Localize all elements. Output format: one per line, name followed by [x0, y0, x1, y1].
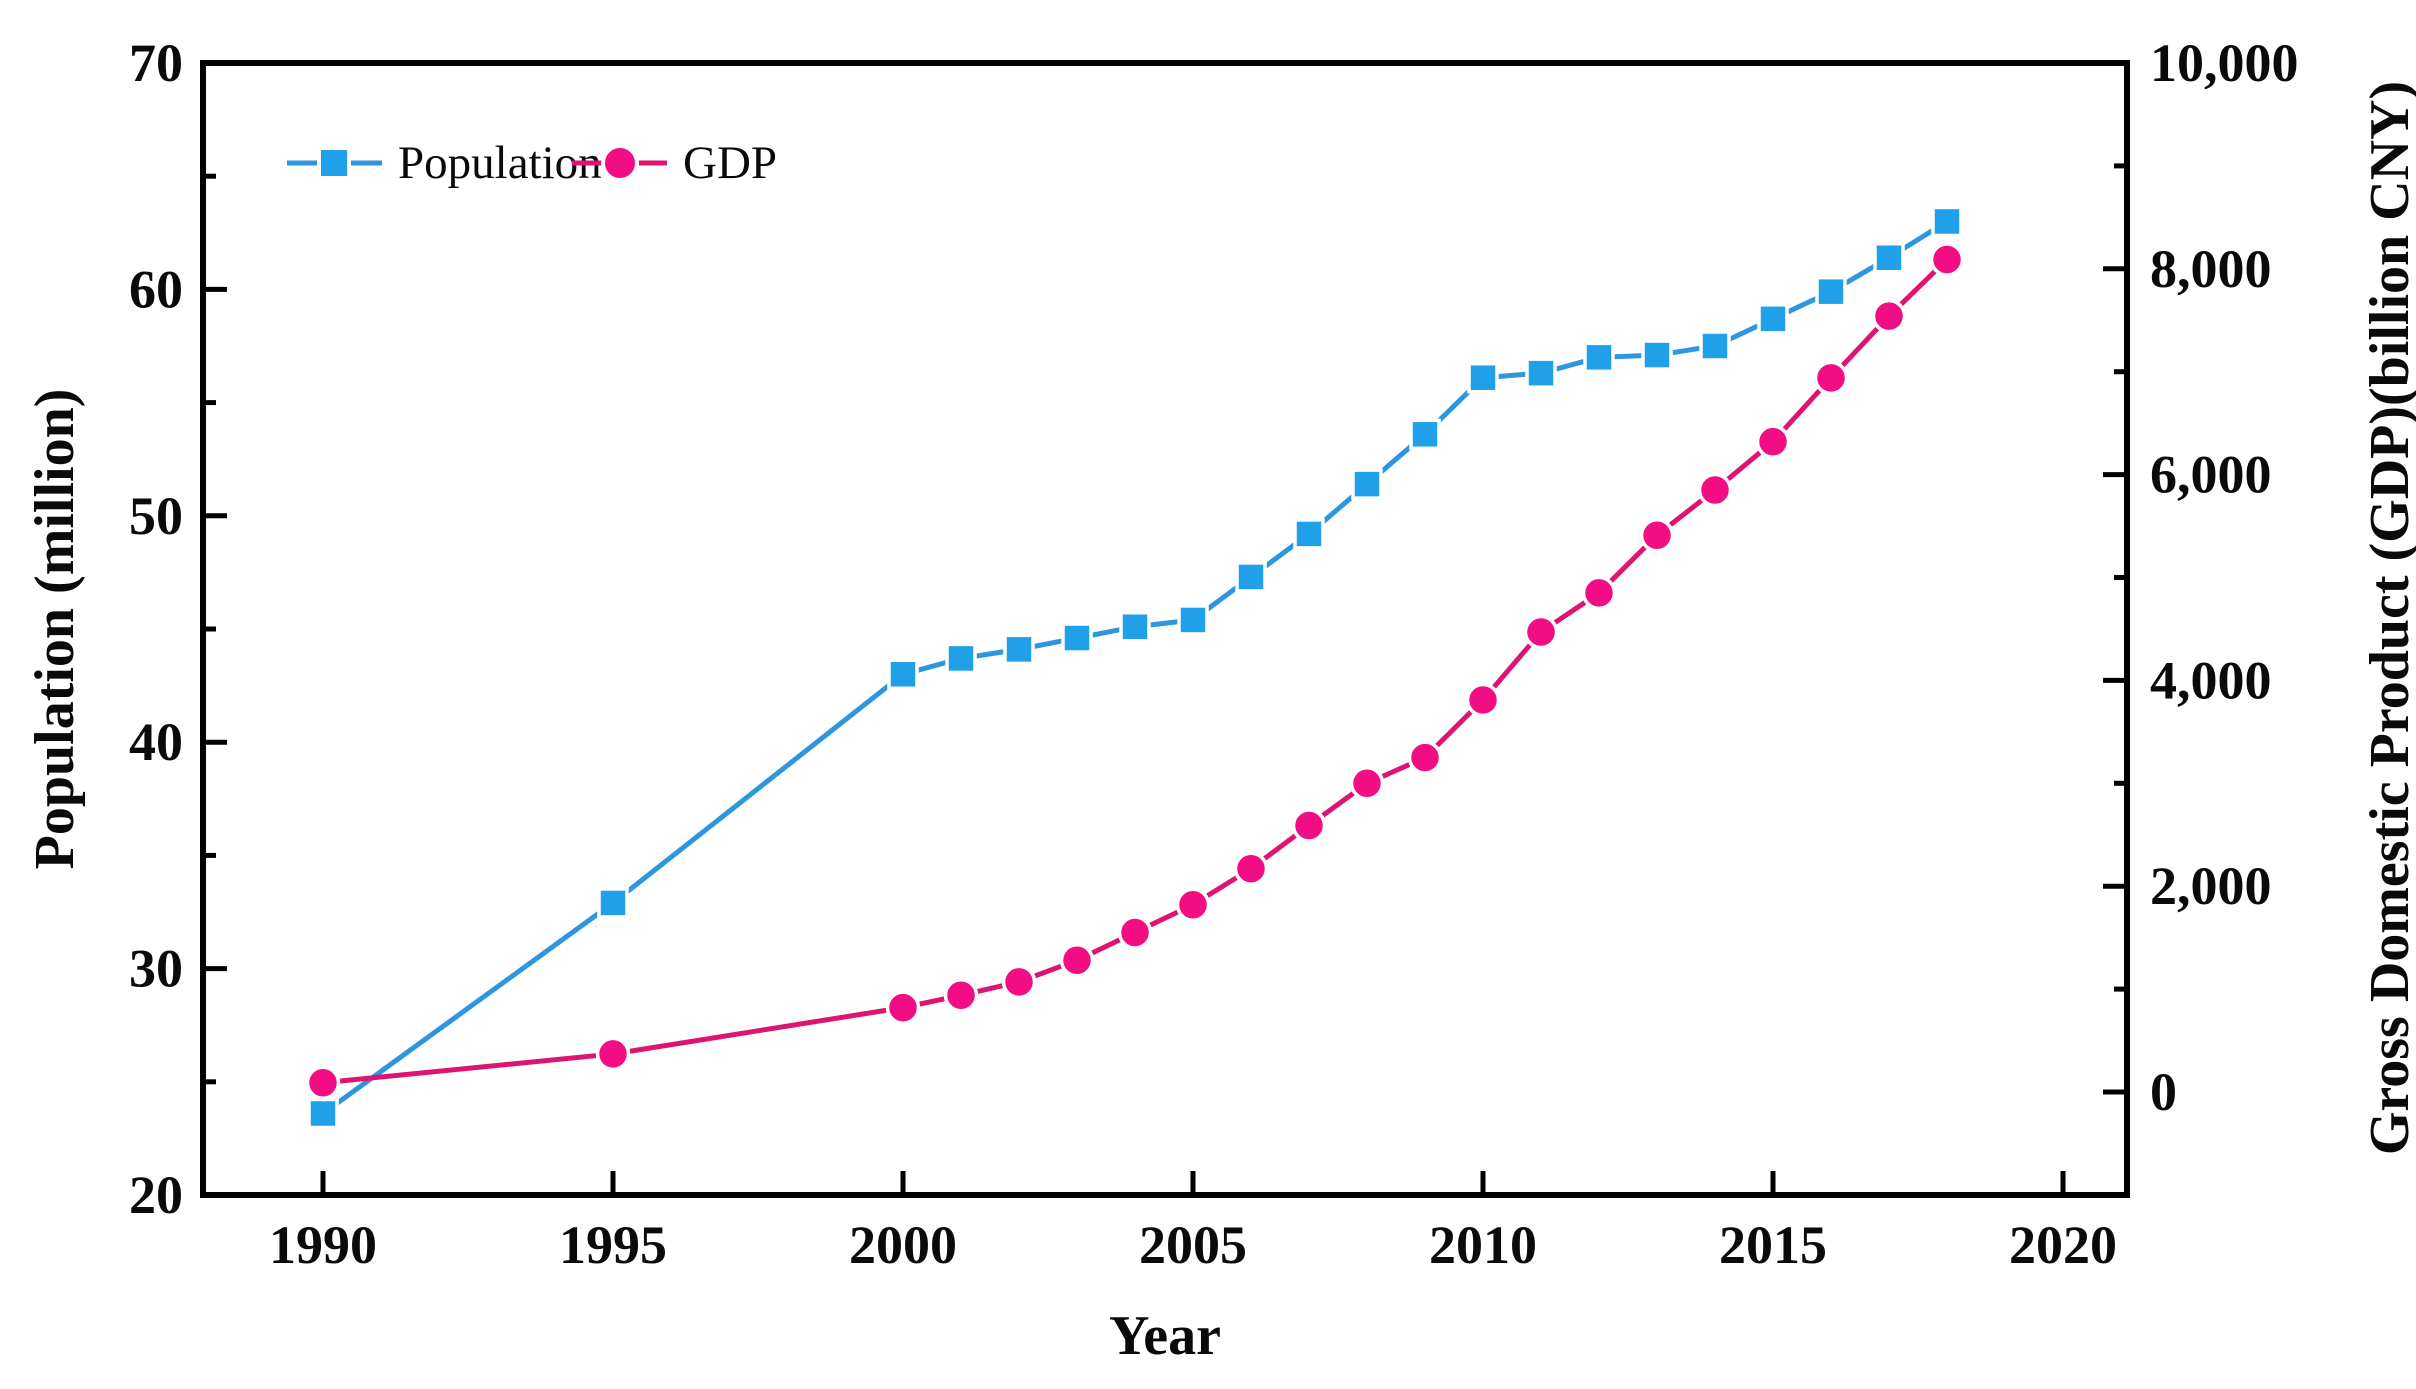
gdp-series-marker — [1059, 943, 1095, 978]
axis-titles: Year Population (million) Gross Domestic P… — [24, 81, 2416, 1367]
population-series-marker — [1757, 303, 1789, 335]
gdp-series-marker — [1755, 424, 1791, 459]
x-tick-label: 2020 — [2009, 1215, 2117, 1275]
legend-population-marker — [317, 146, 351, 180]
population-series-marker — [945, 642, 977, 675]
left-tick-label: 60 — [129, 259, 183, 319]
gdp-series-marker — [1523, 614, 1559, 650]
gdp-series-marker — [1929, 242, 1965, 277]
legend-population-label: Population — [398, 137, 602, 189]
population-series-marker — [307, 1097, 339, 1130]
x-tick-label: 2005 — [1139, 1215, 1247, 1275]
right-tick-label: 10,000 — [2150, 33, 2299, 93]
gdp-series-marker — [1465, 682, 1501, 718]
x-tick-label: 2015 — [1719, 1215, 1827, 1275]
gdp-series-marker — [1813, 360, 1849, 396]
population-series-marker — [1119, 610, 1151, 643]
plot-border — [200, 60, 2130, 1198]
population-series-marker — [1873, 241, 1905, 274]
population-series-marker — [1931, 205, 1963, 238]
right-tick-label: 8,000 — [2150, 239, 2272, 299]
right-tick-label: 2,000 — [2150, 856, 2272, 916]
gdp-series-marker — [1697, 472, 1733, 508]
y-axis-right: 0 2,000 4,000 6,000 8,000 10,000 — [2103, 33, 2299, 1122]
left-axis-title: Population (million) — [24, 389, 86, 870]
gdp-series-marker — [1639, 518, 1675, 553]
gdp-series-marker — [1871, 298, 1907, 334]
population-series-marker — [1177, 604, 1209, 636]
left-tick-label: 50 — [129, 486, 183, 546]
population-series-marker — [1467, 361, 1499, 394]
x-tick-label: 2010 — [1429, 1215, 1537, 1275]
right-tick-label: 0 — [2150, 1062, 2177, 1122]
left-tick-label: 70 — [129, 33, 183, 93]
right-tick-label: 6,000 — [2150, 445, 2272, 505]
x-axis-title: Year — [1109, 1305, 1221, 1367]
gdp-series-marker — [1233, 851, 1269, 886]
legend: Population GDP — [287, 137, 777, 189]
gdp-series-marker — [1117, 915, 1153, 950]
gdp-series-marker — [1581, 575, 1617, 611]
population-series-marker — [1815, 275, 1847, 308]
left-tick-label: 30 — [129, 939, 183, 999]
x-axis: 1990 1995 2000 2005 2010 2015 2020 — [269, 1171, 2117, 1275]
gdp-series-marker — [1001, 964, 1037, 1000]
x-tick-label: 2000 — [849, 1215, 957, 1275]
population-series-marker — [1061, 622, 1093, 654]
left-tick-label: 40 — [129, 712, 183, 772]
gdp-series-marker — [1175, 887, 1211, 922]
x-tick-label: 1990 — [269, 1215, 377, 1275]
gdp-series-marker — [943, 978, 979, 1013]
population-series-marker — [887, 658, 919, 691]
right-tick-label: 4,000 — [2150, 650, 2272, 710]
legend-gdp-label: GDP — [683, 137, 777, 189]
population-series-marker — [1699, 330, 1731, 362]
population-series-marker — [1641, 339, 1673, 371]
gdp-series-line — [322, 257, 1949, 1086]
y-axis-left: 20 30 40 50 60 70 — [129, 33, 227, 1225]
gdp-series-marker — [1407, 740, 1443, 775]
x-tick-label: 1995 — [559, 1215, 667, 1275]
population-series-marker — [1003, 633, 1035, 666]
population-series — [307, 205, 1963, 1130]
population-series-marker — [1525, 357, 1557, 389]
left-tick-label: 20 — [129, 1165, 183, 1225]
population-series-marker — [1235, 561, 1267, 593]
population-series-marker — [1409, 418, 1441, 451]
right-axis-title: Gross Domestic Product (GDP)(billion CNY… — [2359, 81, 2416, 1155]
gdp-series-marker — [1349, 766, 1385, 801]
population-series-marker — [1583, 341, 1615, 374]
population-series-marker — [1293, 518, 1325, 550]
gdp-series — [305, 242, 1965, 1100]
legend-gdp-marker — [601, 144, 639, 182]
gdp-series-marker — [305, 1065, 341, 1100]
gdp-series-marker — [595, 1036, 631, 1072]
population-series-marker — [597, 887, 629, 919]
plot-frame — [200, 60, 2130, 1198]
population-series-marker — [1351, 468, 1383, 500]
gdp-series-marker — [1291, 808, 1327, 843]
gdp-series-marker — [885, 990, 921, 1025]
